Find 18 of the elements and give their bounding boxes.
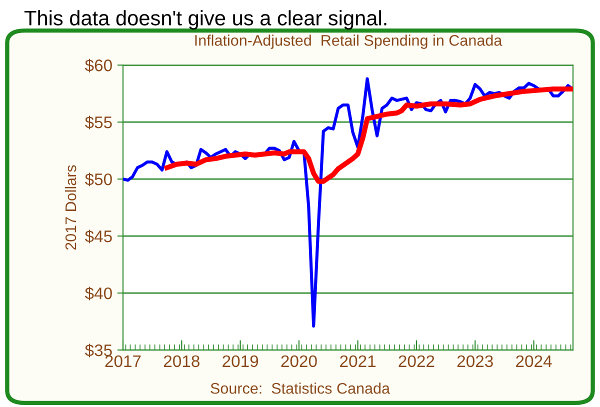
y-tick-label: $40 [84,286,112,300]
y-tick-label: $45 [84,230,112,244]
x-tick-label: 2024 [516,355,552,368]
y-tick-label: $35 [84,344,112,358]
source-note: Source: Statistics Canada [210,382,390,394]
x-tick-label: 2022 [398,355,434,368]
x-tick-label: 2023 [457,355,493,368]
y-tick-label: $55 [84,116,112,130]
x-tick-label: 2020 [281,355,317,368]
chart-title: Inflation-Adjusted Retail Spending in Canada [195,34,502,49]
y-tick-label: $60 [84,58,112,72]
x-tick-label: 2018 [164,355,200,368]
y-tick-label: $50 [84,172,112,186]
text: This data doesn't give us a clear signal. [24,10,386,30]
y-axis-title: 2017 Dollars [64,165,76,250]
x-tick-label: 2021 [340,355,376,368]
x-tick-label: 2017 [105,355,141,368]
x-tick-label: 2019 [222,355,258,368]
